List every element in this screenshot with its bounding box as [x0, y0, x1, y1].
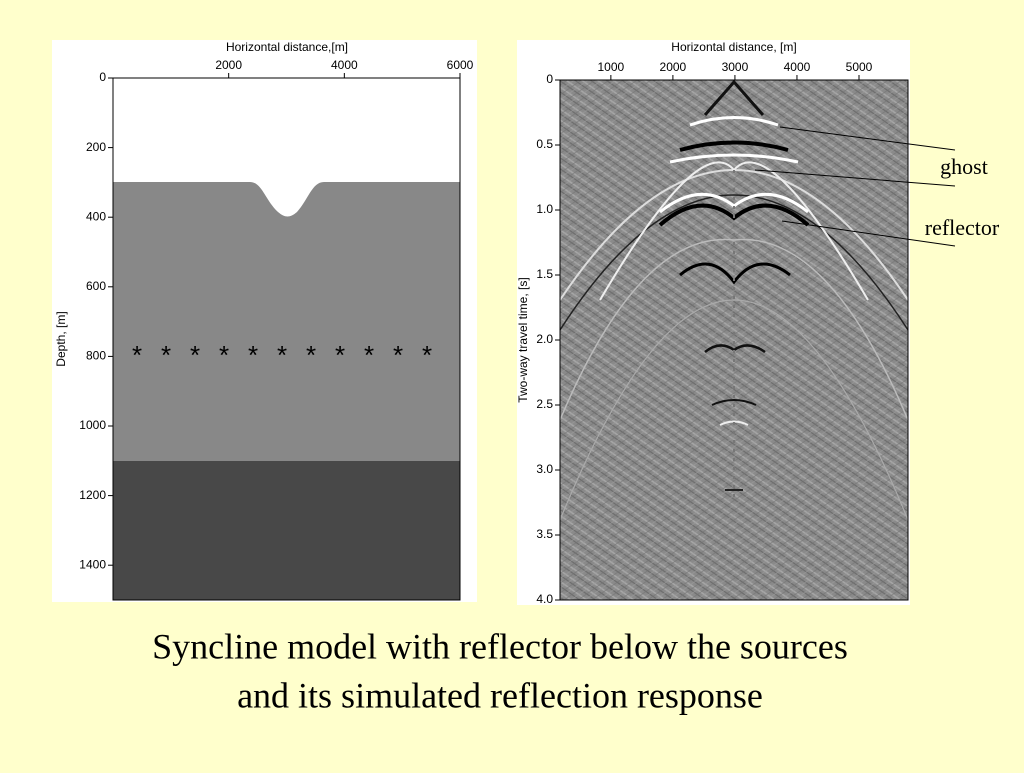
annotation: ghost — [940, 154, 988, 179]
y-tick-label: 400 — [86, 209, 106, 223]
svg-text:*: * — [364, 340, 374, 370]
svg-text:*: * — [190, 340, 200, 370]
y-axis-label: Depth, [m] — [54, 311, 68, 366]
caption-line: Syncline model with reflector below the … — [152, 626, 848, 666]
svg-text:*: * — [219, 340, 229, 370]
x-tick-label: 2000 — [215, 58, 242, 72]
y-tick-label: 3.0 — [536, 462, 553, 476]
y-tick-label: 4.0 — [536, 592, 553, 606]
seismic-events — [559, 79, 909, 521]
y-tick-label: 1000 — [79, 418, 106, 432]
x-tick-label: 1000 — [598, 60, 625, 74]
annotation: reflector — [925, 215, 1000, 240]
x-tick-label: 4000 — [331, 58, 358, 72]
svg-text:*: * — [422, 340, 432, 370]
x-axis-label: Horizontal distance,[m] — [226, 40, 348, 54]
svg-text:*: * — [132, 340, 142, 370]
y-tick-label: 1200 — [79, 488, 106, 502]
x-tick-label: 5000 — [846, 60, 873, 74]
y-tick-label: 3.5 — [536, 527, 553, 541]
seismic-texture — [560, 80, 908, 600]
y-tick-label: 0 — [546, 72, 553, 86]
x-tick-label: 3000 — [722, 60, 749, 74]
annotation-arrows — [754, 126, 956, 247]
x-tick-label: 6000 — [447, 58, 474, 72]
y-tick-label: 1.5 — [536, 267, 553, 281]
bottom-layer — [113, 461, 460, 600]
y-tick-label: 600 — [86, 279, 106, 293]
x-tick-label: 4000 — [784, 60, 811, 74]
y-tick-label: 0 — [99, 70, 106, 84]
y-tick-label: 1400 — [79, 557, 106, 571]
y-tick-label: 200 — [86, 140, 106, 154]
plot-frame — [112, 77, 461, 601]
y-tick-label: 0.5 — [536, 137, 553, 151]
x-tick-label: 2000 — [660, 60, 687, 74]
x-axis-label: Horizontal distance, [m] — [671, 40, 796, 54]
caption-line: and its simulated reflection response — [237, 675, 763, 715]
svg-text:*: * — [393, 340, 403, 370]
y-tick-label: 2.5 — [536, 397, 553, 411]
y-tick-label: 2.0 — [536, 332, 553, 346]
middle-layer — [113, 182, 460, 461]
y-axis-label: Two-way travel time, [s] — [516, 277, 530, 402]
svg-text:*: * — [335, 340, 345, 370]
svg-text:*: * — [161, 340, 171, 370]
svg-text:*: * — [248, 340, 258, 370]
sources: * * * * * * * * * * * — [132, 340, 432, 370]
svg-text:*: * — [306, 340, 316, 370]
y-tick-label: 1.0 — [536, 202, 553, 216]
y-tick-label: 800 — [86, 349, 106, 363]
svg-text:*: * — [277, 340, 287, 370]
